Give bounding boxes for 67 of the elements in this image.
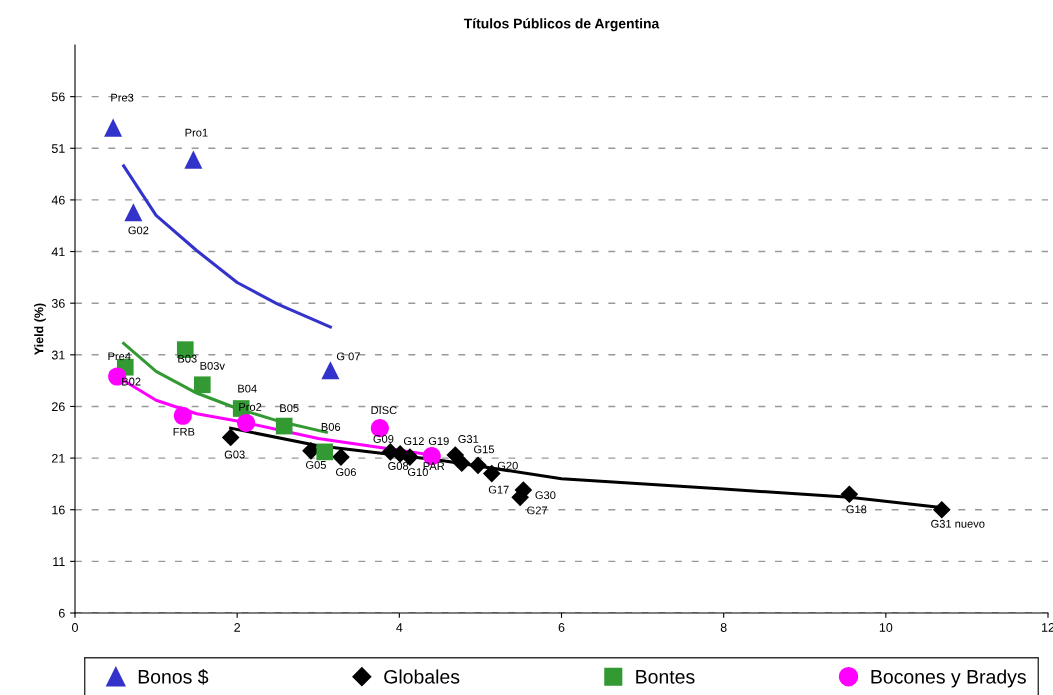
point (193, 376, 211, 394)
point (332, 448, 350, 466)
annotation: G03 (224, 450, 245, 459)
annotation: G10 (407, 468, 428, 477)
y-tick-label: 11 (53, 557, 65, 566)
x-tick-label: 6 (558, 623, 565, 632)
annotation: G19 (428, 437, 449, 446)
annotation: G31 nuevo (931, 519, 985, 528)
annotation: G09 (373, 435, 394, 443)
annotation: G27 (527, 506, 548, 515)
point (932, 500, 951, 519)
line-series (122, 164, 332, 329)
y-tick-label: 51 (51, 144, 65, 153)
annotation: G05 (306, 460, 326, 469)
point (469, 456, 487, 475)
legend-label: Bontes (636, 670, 695, 684)
y-tick-label: 21 (52, 453, 65, 463)
point (321, 361, 340, 380)
point (173, 406, 192, 425)
annotation: G31 (458, 435, 479, 443)
y-tick-label: 16 (52, 505, 65, 515)
annotation: PAR (423, 462, 445, 470)
annotation: G17 (488, 485, 509, 494)
annotation: B03v (200, 361, 225, 370)
legend-label: Bocones y Bradys (871, 669, 1026, 688)
legend-label: Bonos $ (138, 669, 209, 685)
annotation: B06 (321, 423, 341, 431)
annotation: G18 (846, 505, 867, 514)
y-tick-label: 46 (51, 195, 65, 205)
point (275, 417, 293, 435)
annotation: G08 (388, 462, 409, 470)
point (221, 428, 240, 447)
annotation: G06 (336, 468, 356, 477)
x-tick-label: 0 (72, 623, 78, 632)
x-tick-label: 2 (234, 623, 241, 632)
y-tick-label: 41 (51, 247, 65, 257)
point (184, 150, 203, 169)
x-tick-label: 4 (396, 623, 403, 632)
x-tick-label: 8 (720, 623, 727, 632)
point (840, 485, 859, 504)
annotation: FRB (173, 427, 195, 436)
annotation: DISC (371, 406, 397, 415)
annotation: G12 (403, 437, 424, 446)
annotation: Pro2 (239, 403, 262, 411)
annotation: Pre3 (111, 93, 134, 102)
y-tick-label: 56 (51, 92, 65, 102)
annotation: G02 (128, 226, 149, 235)
annotation: G 07 (336, 352, 360, 361)
point (237, 413, 256, 433)
annotation: G15 (474, 445, 495, 454)
annotation: B05 (280, 404, 299, 413)
legend-label: Globales (384, 669, 460, 684)
y-tick-label: 6 (58, 608, 65, 618)
y-tick-label: 36 (51, 298, 65, 308)
y-tick-label: 26 (52, 402, 65, 412)
chart-title: Títulos Públicos de Argentina (463, 18, 660, 32)
point (124, 203, 143, 222)
point (104, 118, 123, 137)
x-tick-label: 10 (879, 623, 893, 632)
annotation: G30 (535, 491, 556, 500)
point (452, 454, 471, 473)
annotation: B04 (238, 384, 257, 393)
annotation: Pro1 (185, 128, 208, 137)
y-axis-title: Yield (%) (34, 303, 46, 355)
point (316, 443, 334, 461)
y-tick-label: 31 (51, 350, 65, 360)
annotation: Pre4 (108, 352, 131, 361)
